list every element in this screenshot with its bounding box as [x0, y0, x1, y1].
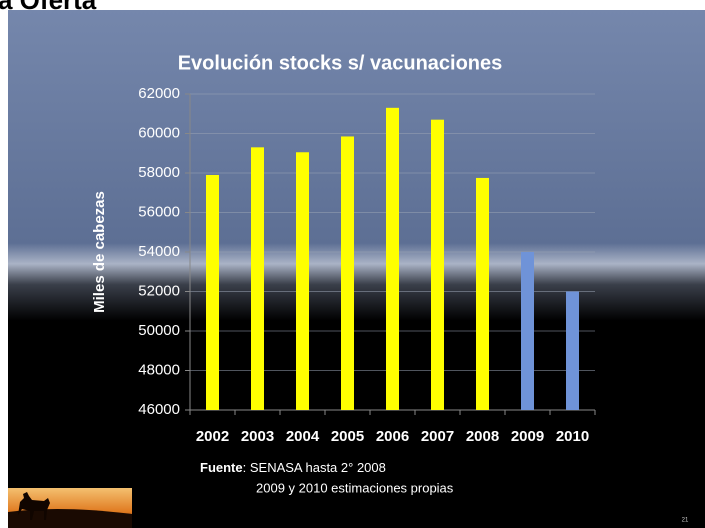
y-tick-label: 46000 — [138, 401, 180, 418]
y-tick-label: 56000 — [138, 203, 180, 220]
y-tick-label: 58000 — [138, 164, 180, 181]
bar — [296, 152, 309, 410]
page-number: 21 — [682, 518, 689, 524]
x-tick-label: 2004 — [286, 428, 320, 445]
slide-background — [8, 10, 705, 528]
y-tick-label: 60000 — [138, 124, 180, 141]
x-tick-label: 2006 — [376, 428, 409, 445]
x-tick-label: 2007 — [421, 428, 454, 445]
y-axis-label: Miles de cabezas — [91, 191, 108, 313]
bar — [251, 147, 264, 410]
bar — [431, 119, 444, 411]
bar — [386, 107, 399, 410]
slide-heading: a Oferta — [0, 0, 97, 15]
y-tick-label: 52000 — [138, 282, 180, 299]
footnote-label: Fuente — [200, 460, 243, 475]
x-tick-label: 2009 — [511, 428, 544, 445]
bar — [566, 291, 579, 410]
x-tick-label: 2010 — [556, 428, 589, 445]
x-tick-label: 2003 — [241, 428, 274, 445]
bar — [521, 252, 534, 410]
chart-title: Evolución stocks s/ vacunaciones — [178, 52, 503, 74]
footnote-text: : SENASA hasta 2° 2008 — [243, 460, 386, 475]
corner-image — [8, 488, 132, 528]
y-tick-label: 48000 — [138, 361, 180, 378]
footnote-text: 2009 y 2010 estimaciones propias — [256, 480, 454, 495]
y-tick-label: 54000 — [138, 243, 180, 260]
bar — [341, 136, 354, 410]
bar — [476, 177, 489, 410]
y-tick-label: 62000 — [138, 85, 180, 102]
x-tick-label: 2002 — [196, 428, 229, 445]
y-tick-label: 50000 — [138, 322, 180, 339]
bar — [206, 174, 219, 410]
x-tick-label: 2005 — [331, 428, 364, 445]
x-tick-label: 2008 — [466, 428, 499, 445]
footnote-line: Fuente: SENASA hasta 2° 2008 — [200, 460, 386, 475]
